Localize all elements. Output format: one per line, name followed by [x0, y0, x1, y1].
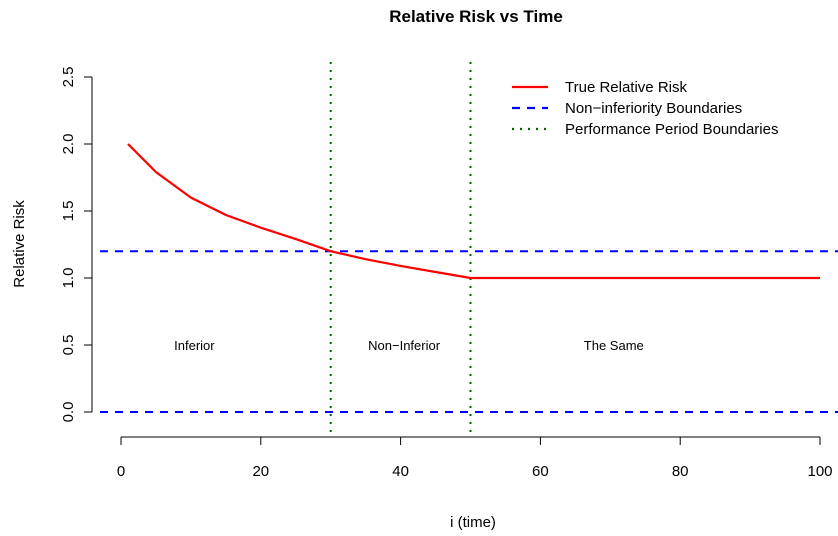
chart-title: Relative Risk vs Time	[389, 7, 563, 26]
legend-label: Performance Period Boundaries	[565, 121, 778, 138]
x-tick-label: 60	[532, 463, 549, 480]
y-tick-label: 1.5	[60, 201, 77, 222]
region-label: The Same	[584, 338, 644, 353]
y-axis-label: Relative Risk	[11, 200, 28, 288]
region-label: Inferior	[174, 338, 215, 353]
y-tick-label: 2.0	[60, 134, 77, 155]
reference-lines	[100, 62, 838, 437]
y-tick-label: 1.0	[60, 268, 77, 289]
y-tick-label: 0.0	[60, 402, 77, 423]
x-tick-label: 100	[807, 463, 832, 480]
x-tick-label: 40	[392, 463, 409, 480]
y-tick-label: 0.5	[60, 335, 77, 356]
legend-label: True Relative Risk	[565, 79, 687, 96]
series-line-true-relative-risk	[127, 143, 820, 280]
legend: True Relative Risk Non−inferiority Bounda…	[512, 79, 778, 138]
x-axis-label: i (time)	[450, 514, 496, 531]
y-tick-label: 2.5	[60, 67, 77, 88]
series-layer	[127, 143, 820, 280]
legend-label: Non−inferiority Boundaries	[565, 100, 742, 117]
x-tick-label: 20	[252, 463, 269, 480]
x-tick-label: 0	[117, 463, 125, 480]
region-label: Non−Inferior	[368, 338, 441, 353]
x-tick-label: 80	[672, 463, 689, 480]
region-annotations: Inferior Non−Inferior The Same	[174, 338, 644, 353]
axes: 0 20 40 60 80 100 0.0 0.5 1.0 1.5 2.0 2.5	[60, 67, 833, 480]
